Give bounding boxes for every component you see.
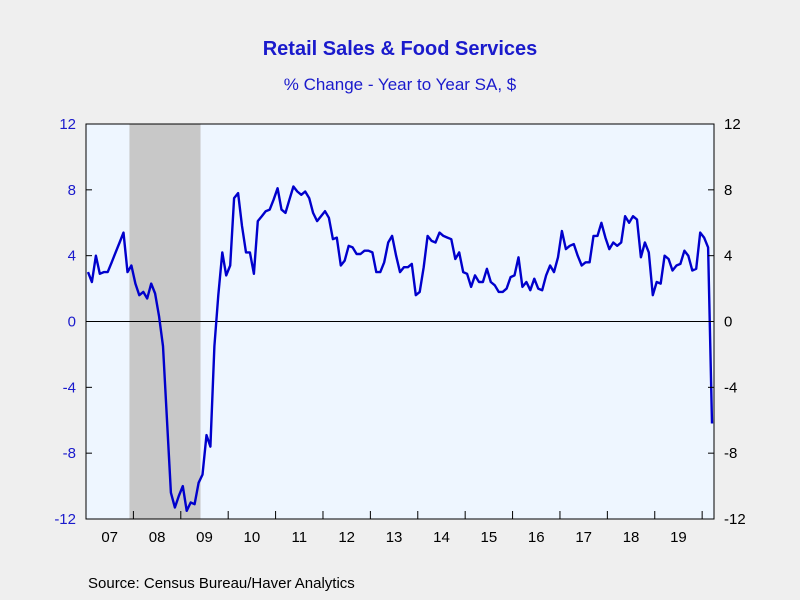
ytick-label-right: 4: [724, 248, 732, 265]
ytick-label-right: 12: [724, 116, 741, 133]
xtick-label: 17: [575, 529, 592, 546]
ytick-label-right: -4: [724, 379, 737, 396]
y-axis-right: 12 8 4 0 -4 -8 -12: [708, 116, 746, 528]
xtick-label: 10: [244, 529, 261, 546]
xtick-label: 16: [528, 529, 545, 546]
ytick-label-right: 0: [724, 314, 732, 331]
series-layer: [86, 185, 714, 512]
y-axis-left: 12 8 4 0 -4 -8 -12: [54, 116, 92, 528]
xtick-label: 14: [433, 529, 450, 546]
ytick-label-left: 12: [59, 116, 76, 133]
ytick-label-left: 4: [68, 248, 76, 265]
xtick-label: 08: [149, 529, 166, 546]
ytick-label-left: -4: [63, 379, 76, 396]
ytick-label-left: 8: [68, 182, 76, 199]
source-note: Source: Census Bureau/Haver Analytics: [88, 575, 355, 592]
ytick-label-left: -12: [54, 511, 76, 528]
ytick-label-right: -8: [724, 445, 737, 462]
xtick-label: 18: [623, 529, 640, 546]
xtick-label: 12: [338, 529, 355, 546]
ytick-label-right: 8: [724, 182, 732, 199]
xtick-label: 13: [386, 529, 403, 546]
xtick-label: 11: [291, 529, 307, 546]
xtick-label: 07: [101, 529, 118, 546]
xtick-label: 19: [670, 529, 687, 546]
ytick-label-left: 0: [68, 314, 76, 331]
xtick-label: 15: [481, 529, 498, 546]
x-axis: 07 08 09 10 11 12 13 14 15 16 17 18 19: [101, 511, 703, 546]
ytick-label-left: -8: [63, 445, 76, 462]
series-line-0: [86, 185, 714, 512]
ytick-label-right: -12: [724, 511, 746, 528]
xtick-label: 09: [196, 529, 213, 546]
chart-subtitle: % Change - Year to Year SA, $: [283, 75, 517, 94]
chart-title: Retail Sales & Food Services: [262, 38, 538, 60]
